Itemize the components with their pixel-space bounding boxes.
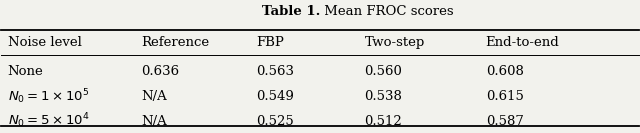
Text: 0.525: 0.525 <box>256 115 294 128</box>
Text: 0.587: 0.587 <box>486 115 524 128</box>
Text: Table 1.: Table 1. <box>262 5 320 18</box>
Text: Two-step: Two-step <box>365 36 425 49</box>
Text: Reference: Reference <box>141 36 210 49</box>
Text: 0.563: 0.563 <box>256 65 294 78</box>
Text: 0.560: 0.560 <box>365 65 403 78</box>
Text: $N_0 = 5 \times 10^4$: $N_0 = 5 \times 10^4$ <box>8 112 89 130</box>
Text: 0.608: 0.608 <box>486 65 524 78</box>
Text: 0.549: 0.549 <box>256 90 294 103</box>
Text: End-to-end: End-to-end <box>486 36 559 49</box>
Text: N/A: N/A <box>141 115 167 128</box>
Text: 0.636: 0.636 <box>141 65 180 78</box>
Text: FBP: FBP <box>256 36 284 49</box>
Text: None: None <box>8 65 44 78</box>
Text: 0.615: 0.615 <box>486 90 524 103</box>
Text: 0.512: 0.512 <box>365 115 403 128</box>
Text: Noise level: Noise level <box>8 36 82 49</box>
Text: N/A: N/A <box>141 90 167 103</box>
Text: 0.538: 0.538 <box>365 90 403 103</box>
Text: $N_0 = 1 \times 10^5$: $N_0 = 1 \times 10^5$ <box>8 87 89 106</box>
Text: Mean FROC scores: Mean FROC scores <box>320 5 454 18</box>
